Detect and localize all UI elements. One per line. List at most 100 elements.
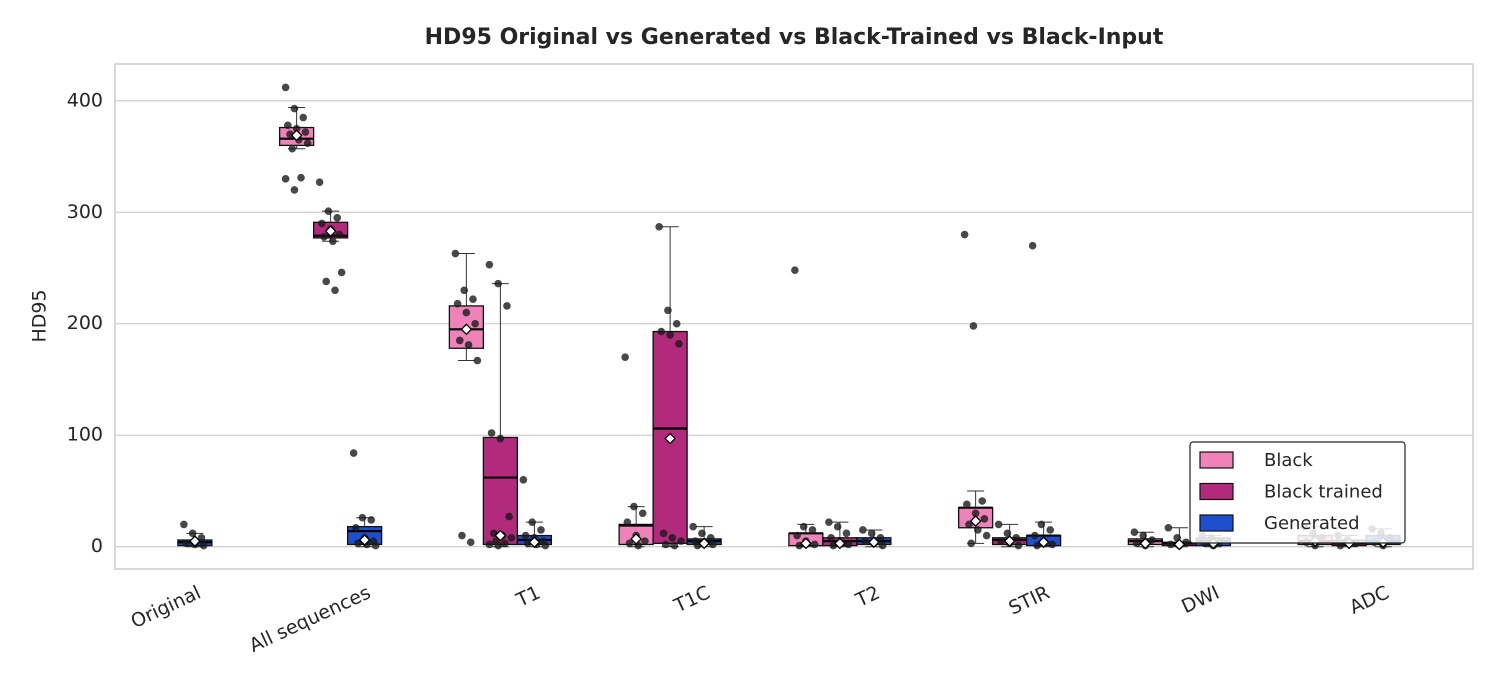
data-point (808, 526, 817, 534)
data-point (827, 533, 835, 542)
data-point (844, 540, 853, 549)
data-point (625, 539, 634, 548)
x-tick-label: T2 (852, 582, 884, 612)
data-point (1046, 526, 1055, 534)
data-point (292, 124, 301, 133)
mean-marker (528, 536, 541, 549)
mean-marker (290, 129, 303, 142)
chart-title: HD95 Original vs Generated vs Black-Trai… (425, 25, 1164, 50)
x-tick-label: STIR (1005, 582, 1053, 620)
box (482, 436, 519, 546)
box-group (278, 83, 315, 194)
data-point (1031, 531, 1039, 540)
data-point (315, 178, 324, 186)
data-point (1028, 241, 1037, 250)
data-point (675, 340, 683, 348)
x-tick-label: All sequences (246, 582, 374, 657)
data-point (971, 509, 980, 518)
data-point (638, 509, 647, 518)
data-point (455, 336, 464, 345)
data-point (297, 173, 305, 182)
data-point (528, 518, 536, 526)
data-point (997, 537, 1005, 545)
data-point (281, 83, 290, 92)
legend-swatch (1199, 451, 1234, 469)
mean-marker (969, 515, 982, 527)
data-point (1166, 540, 1175, 549)
data-point (664, 306, 672, 315)
data-point (698, 529, 706, 538)
x-tick-label: T1C (670, 582, 714, 618)
box-group (346, 449, 383, 550)
data-point (980, 515, 989, 523)
legend-swatch (1199, 482, 1234, 501)
mean-marker (1037, 536, 1050, 549)
box-group (652, 222, 688, 550)
data-point (299, 113, 308, 122)
data-point (541, 541, 550, 550)
data-point (180, 520, 188, 529)
data-point (329, 237, 337, 246)
data-point (199, 541, 208, 550)
box-group (482, 260, 519, 550)
data-point (521, 531, 530, 540)
data-point (349, 449, 358, 457)
x-tick-label: ADC (1346, 582, 1392, 619)
data-point (471, 319, 479, 328)
mean-marker (494, 529, 507, 542)
mean-marker (630, 532, 643, 545)
data-point (188, 529, 197, 538)
data-point (494, 541, 502, 550)
data-point (974, 526, 982, 534)
box-group (448, 249, 485, 547)
data-point (1336, 541, 1345, 550)
data-point (485, 260, 494, 269)
data-point (1012, 533, 1021, 542)
data-point (503, 302, 511, 310)
data-point (791, 266, 799, 275)
data-point (500, 539, 509, 548)
data-point (333, 214, 342, 222)
mean-marker (358, 534, 371, 546)
data-point (659, 529, 668, 538)
box-group (856, 526, 892, 550)
data-point (358, 513, 367, 522)
data-point (371, 541, 380, 550)
data-point (485, 540, 494, 549)
mean-marker (1173, 538, 1186, 551)
data-point (859, 526, 867, 534)
data-point (301, 128, 310, 136)
legend: Black Black trained Generated (1189, 441, 1406, 544)
data-point (337, 268, 346, 277)
data-point (623, 518, 632, 526)
data-point (630, 502, 638, 511)
data-point (464, 341, 473, 349)
x-tick-label: Original (128, 582, 205, 633)
data-point (1132, 539, 1141, 548)
data-point (473, 356, 482, 365)
data-point (842, 529, 851, 538)
data-point (810, 540, 819, 549)
data-point (1037, 520, 1046, 529)
y-tick-label: 400 (67, 89, 103, 111)
legend-swatch (1199, 514, 1234, 532)
data-point (1130, 528, 1139, 537)
data-point (672, 319, 681, 328)
data-point (709, 540, 717, 549)
data-point (677, 537, 685, 545)
data-point (1164, 523, 1173, 532)
x-tick-label: DWI (1178, 582, 1223, 618)
data-point (621, 353, 629, 361)
data-point (453, 299, 462, 308)
data-point (331, 286, 339, 295)
data-point (288, 144, 297, 153)
data-point (290, 104, 299, 113)
data-point (281, 175, 290, 183)
data-point (799, 522, 808, 531)
data-point (458, 531, 466, 540)
data-point (505, 512, 513, 521)
data-point (519, 476, 528, 484)
data-point (1148, 536, 1156, 544)
box-group (312, 178, 349, 295)
data-point (182, 539, 190, 548)
